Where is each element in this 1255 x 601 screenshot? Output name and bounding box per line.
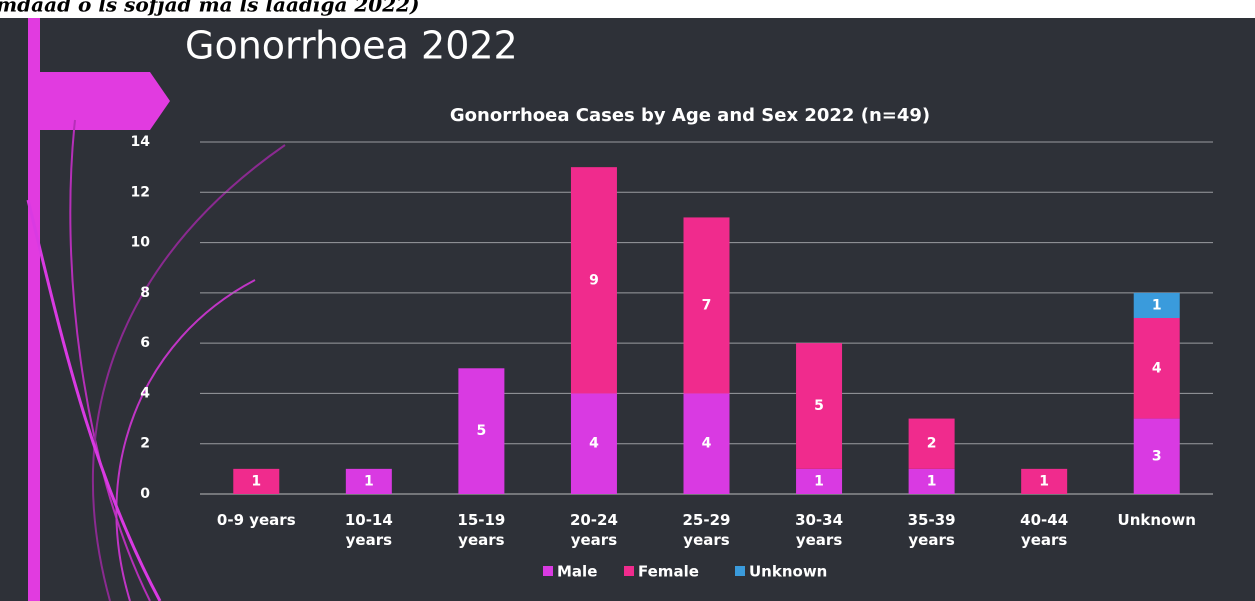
data-label: 1 [364, 473, 374, 489]
x-tick-label-line: years [458, 531, 504, 549]
legend-label: Male [557, 563, 597, 581]
y-tick-label: 14 [131, 134, 151, 150]
data-label: 1 [251, 473, 261, 489]
x-tick-label: Unknown [1118, 511, 1196, 529]
page: mdaad o ls sofjad ma ls laadiga 2022) Go… [0, 0, 1255, 601]
y-tick-label: 2 [140, 436, 150, 452]
x-tick-label-line: years [571, 531, 617, 549]
data-label: 1 [1039, 473, 1049, 489]
legend-label: Unknown [749, 563, 827, 581]
x-tick-label-line: 30-34 [795, 511, 843, 529]
data-label: 9 [589, 272, 599, 288]
x-tick-label-line: years [683, 531, 729, 549]
y-tick-label: 6 [140, 335, 150, 351]
y-tick-label: 12 [131, 184, 150, 200]
x-tick-label-line: years [346, 531, 392, 549]
data-label: 1 [814, 473, 824, 489]
x-tick-label-line: 10-14 [345, 511, 393, 529]
data-label: 5 [814, 398, 824, 414]
x-tick-label-line: 35-39 [908, 511, 956, 529]
data-label: 4 [1152, 360, 1162, 376]
slide-title: Gonorrhoea 2022 [185, 24, 518, 68]
x-tick-label-line: 40-44 [1020, 511, 1068, 529]
x-tick-label-line: years [796, 531, 842, 549]
data-label: 1 [1152, 297, 1162, 313]
y-tick-label: 4 [140, 385, 150, 401]
header-text: mdaad o ls sofjad ma ls laadiga 2022) [0, 0, 420, 17]
x-tick-label-line: 0-9 years [217, 511, 296, 529]
chart-title: Gonorrhoea Cases by Age and Sex 2022 (n=… [450, 105, 930, 126]
data-label: 3 [1152, 448, 1162, 464]
x-tick-label-line: years [1021, 531, 1067, 549]
x-tick-label-line: 25-29 [683, 511, 731, 529]
data-label: 4 [702, 436, 712, 452]
x-tick-label: 0-9 years [217, 511, 296, 529]
data-label: 5 [477, 423, 487, 439]
x-tick-label-line: years [908, 531, 954, 549]
x-tick-label-line: 20-24 [570, 511, 618, 529]
data-label: 4 [589, 436, 599, 452]
slide: mdaad o ls sofjad ma ls laadiga 2022) Go… [0, 0, 1255, 601]
legend-marker [624, 566, 634, 576]
legend-label: Female [638, 563, 699, 581]
x-tick-label-line: Unknown [1118, 511, 1196, 529]
legend-marker [543, 566, 553, 576]
data-label: 1 [927, 473, 937, 489]
x-tick-label-line: 15-19 [457, 511, 505, 529]
data-label: 2 [927, 436, 937, 452]
y-tick-label: 8 [140, 285, 150, 301]
y-tick-label: 0 [140, 486, 150, 502]
legend-marker [735, 566, 745, 576]
decor-arrow [28, 72, 170, 130]
y-tick-label: 10 [131, 235, 151, 251]
data-label: 7 [702, 297, 712, 313]
